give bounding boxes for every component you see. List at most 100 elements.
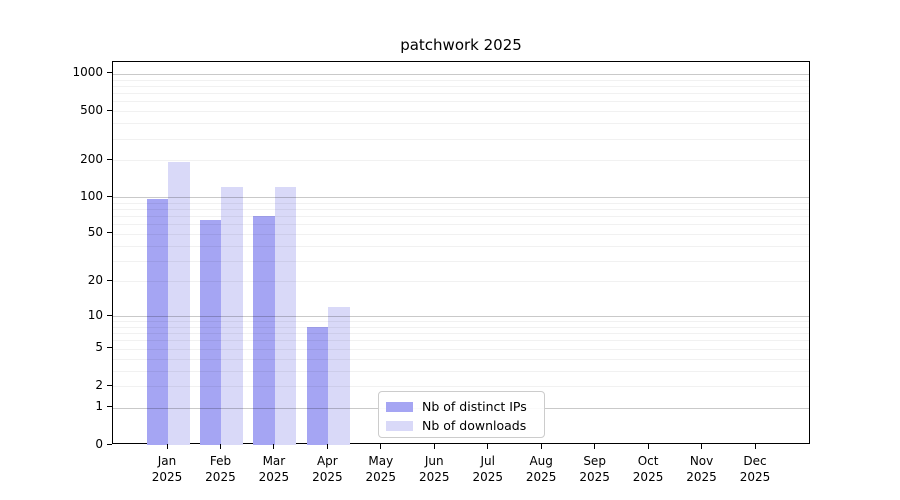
x-tick-year: 2025 <box>418 470 450 484</box>
grid-layer <box>113 62 809 443</box>
x-tick-label-feb: Feb 2025 <box>188 453 252 485</box>
grid-line-minor <box>113 79 809 81</box>
grid-line-minor <box>113 233 809 235</box>
y-tick-label: 10 <box>87 307 103 322</box>
grid-line-minor <box>113 93 809 95</box>
legend-item-distinct-ips: Nb of distinct IPs <box>386 397 537 416</box>
x-tick-mark <box>380 444 382 449</box>
x-tick-label-aug: Aug 2025 <box>509 453 573 485</box>
y-tick-label: 1000 <box>72 65 103 80</box>
grid-line-minor <box>113 327 809 328</box>
grid-line-minor <box>113 281 809 283</box>
grid-line-minor <box>113 202 809 204</box>
y-tick-mark <box>107 109 112 111</box>
x-tick-month: Mar <box>262 454 286 468</box>
x-tick-month: Sep <box>583 454 606 468</box>
y-tick-label: 0 <box>95 436 103 451</box>
grid-line-minor <box>113 260 809 262</box>
x-tick-year: 2025 <box>151 470 183 484</box>
x-tick-year: 2025 <box>472 470 503 484</box>
grid-line-minor <box>113 216 809 218</box>
y-tick-label: 2 <box>95 377 103 392</box>
y-tick-label: 50 <box>87 225 103 240</box>
legend-label-downloads: Nb of downloads <box>422 418 527 433</box>
y-tick-label: 20 <box>87 272 103 287</box>
x-tick-mark <box>166 444 168 449</box>
grid-line-minor <box>113 123 809 125</box>
y-tick-mark <box>107 232 112 234</box>
x-tick-mark <box>594 444 596 449</box>
grid-line-minor <box>113 348 809 350</box>
x-tick-month: Jan <box>157 454 177 468</box>
legend-swatch-distinct-ips <box>386 401 413 412</box>
y-tick-mark <box>107 72 112 74</box>
x-tick-mark <box>219 444 221 449</box>
y-tick-mark <box>107 384 112 386</box>
x-tick-year: 2025 <box>365 470 397 484</box>
x-tick-month: Aug <box>529 454 553 468</box>
x-tick-month: Dec <box>743 454 767 468</box>
y-tick-mark <box>107 314 112 316</box>
legend-item-downloads: Nb of downloads <box>386 416 537 435</box>
grid-line-minor <box>113 245 809 247</box>
grid-line-major <box>113 316 809 318</box>
grid-line-minor <box>113 386 809 387</box>
x-tick-month: May <box>368 454 394 468</box>
grid-line-minor <box>113 85 809 87</box>
x-tick-label-jan: Jan 2025 <box>135 453 199 485</box>
bar-feb-downloads <box>221 187 243 445</box>
y-tick-mark <box>107 406 112 408</box>
x-tick-label-jun: Jun 2025 <box>402 453 466 485</box>
y-tick-mark <box>107 443 112 445</box>
x-tick-month: Apr <box>316 454 338 468</box>
grid-line-minor <box>113 333 809 335</box>
x-tick-year: 2025 <box>525 470 557 484</box>
y-tick-label: 1 <box>95 399 103 414</box>
y-tick-label: 100 <box>80 188 103 203</box>
y-tick-label: 200 <box>80 151 103 166</box>
legend-swatch-downloads <box>386 420 413 431</box>
x-tick-year: 2025 <box>739 470 771 484</box>
grid-line-minor <box>113 101 809 103</box>
x-tick-month: Jul <box>480 454 495 468</box>
x-tick-mark <box>540 444 542 449</box>
x-tick-label-jul: Jul 2025 <box>456 453 520 485</box>
bars-layer <box>113 62 809 445</box>
grid-line-major <box>113 197 809 199</box>
x-tick-mark <box>273 444 275 449</box>
y-tick-mark <box>107 158 112 160</box>
x-tick-year: 2025 <box>632 470 664 484</box>
x-tick-label-nov: Nov 2025 <box>670 453 734 485</box>
grid-line-major <box>113 73 809 75</box>
grid-line-minor <box>113 370 809 372</box>
x-tick-month: Oct <box>637 454 659 468</box>
bar-mar-downloads <box>274 186 297 445</box>
grid-line-minor <box>113 224 809 226</box>
x-tick-year: 2025 <box>205 470 236 484</box>
grid-line-minor <box>113 138 809 140</box>
y-tick-mark <box>107 279 112 281</box>
y-tick-mark <box>107 195 112 197</box>
x-tick-mark <box>754 444 756 449</box>
grid-line-minor <box>113 209 809 210</box>
x-tick-month: Jun <box>424 454 444 468</box>
grid-line-minor <box>113 358 809 360</box>
bar-feb-distinct-ips <box>199 219 222 445</box>
x-tick-mark <box>647 444 649 449</box>
x-tick-year: 2025 <box>312 470 343 484</box>
bar-mar-distinct-ips <box>253 216 275 445</box>
y-tick-mark <box>107 347 112 349</box>
bar-jan-distinct-ips <box>146 198 168 445</box>
grid-line-minor <box>113 340 809 342</box>
x-tick-month: Feb <box>209 454 232 468</box>
x-tick-label-sep: Sep 2025 <box>563 453 627 485</box>
bar-apr-downloads <box>328 307 350 445</box>
bar-apr-distinct-ips <box>306 327 329 445</box>
x-tick-mark <box>487 444 489 449</box>
x-tick-month: Nov <box>689 454 714 468</box>
legend: Nb of distinct IPs Nb of downloads <box>378 391 545 438</box>
bar-jan-downloads <box>168 161 190 445</box>
legend-label-distinct-ips: Nb of distinct IPs <box>422 399 527 414</box>
plot-area <box>112 61 810 445</box>
